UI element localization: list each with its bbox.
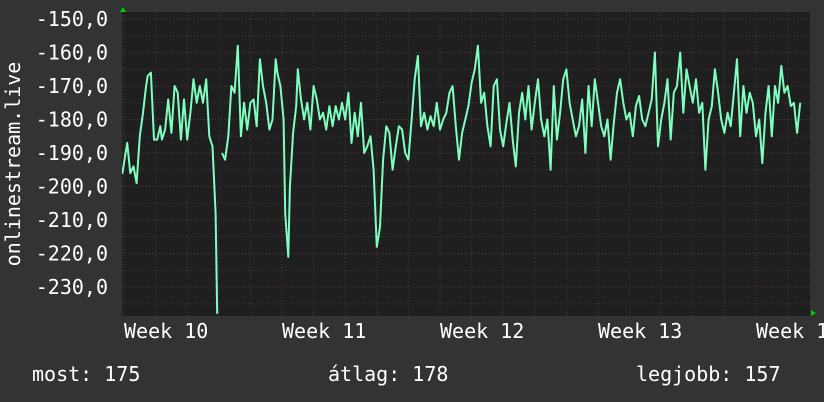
- axis-arrows: [120, 7, 816, 316]
- y-tick-label: -220,0: [36, 242, 108, 266]
- x-tick-label: Week 10: [124, 319, 208, 343]
- x-tick-label: Week 12: [440, 319, 524, 343]
- series-line-group: [122, 44, 802, 314]
- y-tick-label: -150,0: [36, 7, 108, 31]
- y-tick-label: -180,0: [36, 108, 108, 132]
- y-tick-label: -190,0: [36, 141, 108, 165]
- plot-area: [122, 12, 810, 316]
- x-tick-label: Week 11: [282, 319, 366, 343]
- best-value: legjobb: 157: [636, 362, 781, 386]
- y-tick-label: -210,0: [36, 208, 108, 232]
- series-line: [221, 44, 802, 258]
- x-tick-label: Week 14: [756, 319, 824, 343]
- x-axis-arrow: [811, 310, 816, 316]
- y-tick-labels: -150,0 -160,0 -170,0 -180,0 -190,0 -200,0 -210…: [36, 7, 108, 299]
- y-axis-label: onlinestream.live: [1, 62, 25, 267]
- current-value: most: 175: [32, 362, 141, 386]
- y-tick-label: -230,0: [36, 275, 108, 299]
- x-tick-labels: Week 10 Week 11 Week 12 Week 13 Week 14: [124, 319, 824, 343]
- y-axis-arrow: [120, 7, 126, 12]
- y-tick-label: -170,0: [36, 74, 108, 98]
- average-value: átlag: 178: [328, 362, 449, 386]
- y-tick-label: -200,0: [36, 175, 108, 199]
- x-tick-label: Week 13: [598, 319, 682, 343]
- latency-chart: -150,0 -160,0 -170,0 -180,0 -190,0 -200,0 -210…: [1, 7, 824, 343]
- y-tick-label: -160,0: [36, 41, 108, 65]
- series-line: [122, 71, 219, 314]
